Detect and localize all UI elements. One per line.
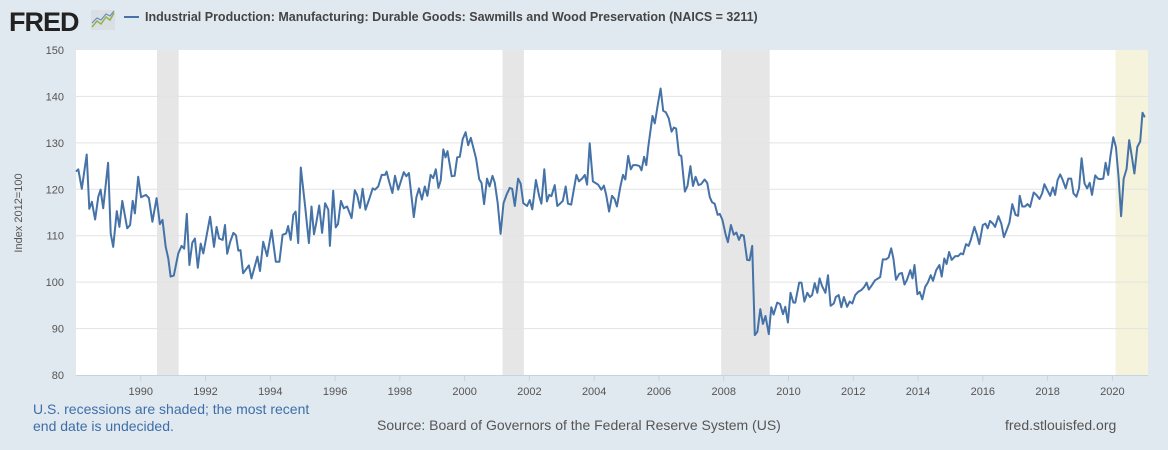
source-text: Source: Board of Governors of the Federa…: [377, 417, 781, 433]
x-tick-label: 2020: [1100, 386, 1124, 398]
recession-band: [721, 50, 770, 375]
plot-area: [76, 50, 1148, 375]
y-tick-label: 100: [46, 277, 64, 289]
y-tick-label: 90: [52, 324, 64, 336]
recession-band: [156, 50, 179, 375]
y-tick-label: 120: [46, 184, 64, 196]
legend: Industrial Production: Manufacturing: Du…: [124, 10, 758, 24]
x-tick-label: 1990: [129, 386, 153, 398]
site-link[interactable]: fred.stlouisfed.org: [1005, 417, 1117, 433]
x-tick-label: 2018: [1035, 386, 1059, 398]
y-tick-label: 80: [52, 370, 64, 382]
fred-logo[interactable]: FRED: [9, 7, 79, 37]
x-tick-label: 1994: [258, 386, 282, 398]
x-tick-label: 2016: [971, 386, 995, 398]
x-tick-label: 2006: [647, 386, 671, 398]
fred-graph-icon: [91, 10, 115, 30]
y-tick-label: 140: [46, 91, 64, 103]
recession-note: U.S. recessions are shaded; the most rec…: [33, 401, 309, 435]
x-tick-label: 2004: [582, 386, 606, 398]
recession-note-line1: U.S. recessions are shaded; the most rec…: [33, 401, 310, 417]
legend-swatch: [124, 16, 139, 18]
x-tick-label: 1996: [323, 386, 347, 398]
x-tick-label: 2010: [776, 386, 800, 398]
recession-band: [502, 50, 524, 375]
x-tick-label: 1998: [388, 386, 412, 398]
y-tick-label: 150: [46, 45, 64, 57]
x-tick-label: 2014: [906, 386, 930, 398]
x-tick-label: 2012: [841, 386, 865, 398]
x-tick-label: 1992: [193, 386, 217, 398]
legend-label: Industrial Production: Manufacturing: Du…: [145, 10, 758, 24]
y-axis-label: Index 2012=100: [13, 173, 25, 252]
y-tick-label: 110: [46, 231, 64, 243]
y-tick-label: 130: [46, 138, 64, 150]
recession-note-line2: end date is undecided.: [33, 418, 174, 434]
x-tick-label: 2000: [452, 386, 476, 398]
x-tick-label: 2008: [711, 386, 735, 398]
x-tick-label: 2002: [517, 386, 541, 398]
series-line: [75, 87, 1146, 337]
